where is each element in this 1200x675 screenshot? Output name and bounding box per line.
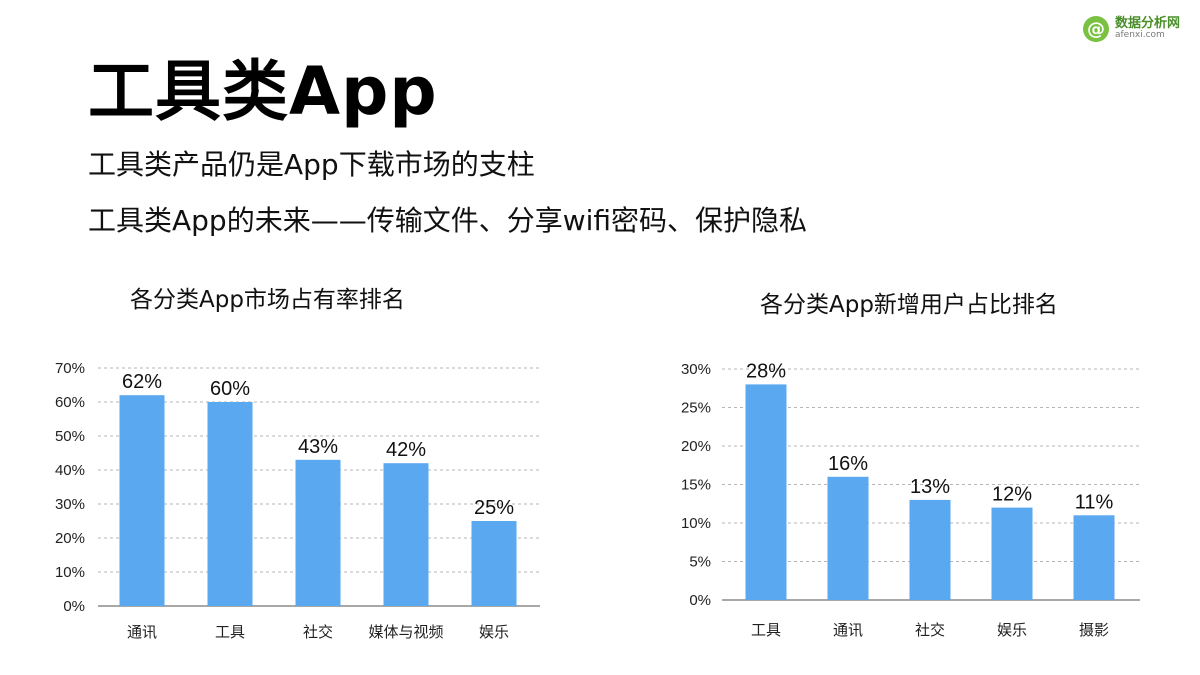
data-label: 42% bbox=[386, 439, 426, 461]
subtitle-2: 工具类App的未来——传输文件、分享wifi密码、保护隐私 bbox=[88, 204, 808, 237]
bar bbox=[827, 476, 869, 600]
data-label: 28% bbox=[746, 360, 786, 382]
y-tick-label: 20% bbox=[681, 438, 711, 455]
market-share-bar-chart: 0% 10% 20% 30% 40% 50% 60% 70% 62% 通讯 60% 工具 43% 社交 42… bbox=[55, 360, 540, 641]
data-label: 25% bbox=[474, 497, 514, 519]
y-tick-label: 0% bbox=[63, 598, 85, 615]
bar bbox=[745, 384, 787, 600]
bar bbox=[471, 521, 517, 606]
y-tick-label: 50% bbox=[55, 428, 85, 445]
data-label: 43% bbox=[298, 436, 338, 458]
y-tick-label: 10% bbox=[55, 564, 85, 581]
y-tick-label: 0% bbox=[689, 592, 711, 609]
bar bbox=[383, 463, 429, 606]
y-tick-label: 70% bbox=[55, 360, 85, 377]
y-tick-label: 5% bbox=[689, 554, 711, 571]
category-label: 媒体与视频 bbox=[368, 623, 443, 641]
logo-url: afenxi.com bbox=[1114, 30, 1165, 41]
data-label: 12% bbox=[992, 484, 1032, 506]
y-tick-label: 40% bbox=[55, 462, 85, 479]
category-label: 社交 bbox=[915, 621, 945, 639]
data-label: 11% bbox=[1075, 491, 1114, 513]
category-label: 工具 bbox=[215, 623, 245, 641]
category-label: 娱乐 bbox=[479, 623, 509, 641]
data-label: 13% bbox=[910, 476, 950, 498]
data-label: 16% bbox=[828, 453, 868, 475]
y-tick-label: 20% bbox=[55, 530, 85, 547]
category-label: 摄影 bbox=[1079, 621, 1109, 639]
category-label: 通讯 bbox=[833, 621, 863, 639]
data-label: 62% bbox=[122, 371, 162, 393]
y-tick-label: 30% bbox=[681, 361, 711, 378]
bar bbox=[991, 507, 1033, 600]
data-label: 60% bbox=[210, 378, 250, 400]
bar bbox=[207, 402, 253, 606]
logo-text: 数据分析网 afenxi.com bbox=[1115, 17, 1180, 40]
logo-name: 数据分析网 bbox=[1114, 16, 1180, 32]
category-label: 娱乐 bbox=[997, 621, 1027, 639]
site-logo: @ 数据分析网 afenxi.com bbox=[1082, 16, 1180, 42]
chart-1-title: 各分类App市场占有率排名 bbox=[130, 287, 405, 313]
at-sign-icon: @ bbox=[1082, 16, 1109, 42]
category-label: 通讯 bbox=[127, 623, 157, 641]
subtitle-1: 工具类产品仍是App下载市场的支柱 bbox=[88, 148, 535, 181]
bar bbox=[119, 395, 165, 606]
page-title: 工具类App bbox=[88, 53, 438, 130]
bar bbox=[295, 459, 341, 606]
y-tick-label: 60% bbox=[55, 394, 85, 411]
y-tick-label: 25% bbox=[681, 400, 711, 417]
bar bbox=[1073, 515, 1115, 600]
y-tick-label: 30% bbox=[55, 496, 85, 513]
bar bbox=[909, 499, 951, 600]
chart-2-title: 各分类App新增用户占比排名 bbox=[760, 292, 1058, 318]
category-label: 社交 bbox=[303, 623, 333, 641]
y-tick-label: 15% bbox=[681, 477, 711, 494]
y-tick-label: 10% bbox=[681, 515, 711, 532]
category-label: 工具 bbox=[751, 621, 781, 639]
